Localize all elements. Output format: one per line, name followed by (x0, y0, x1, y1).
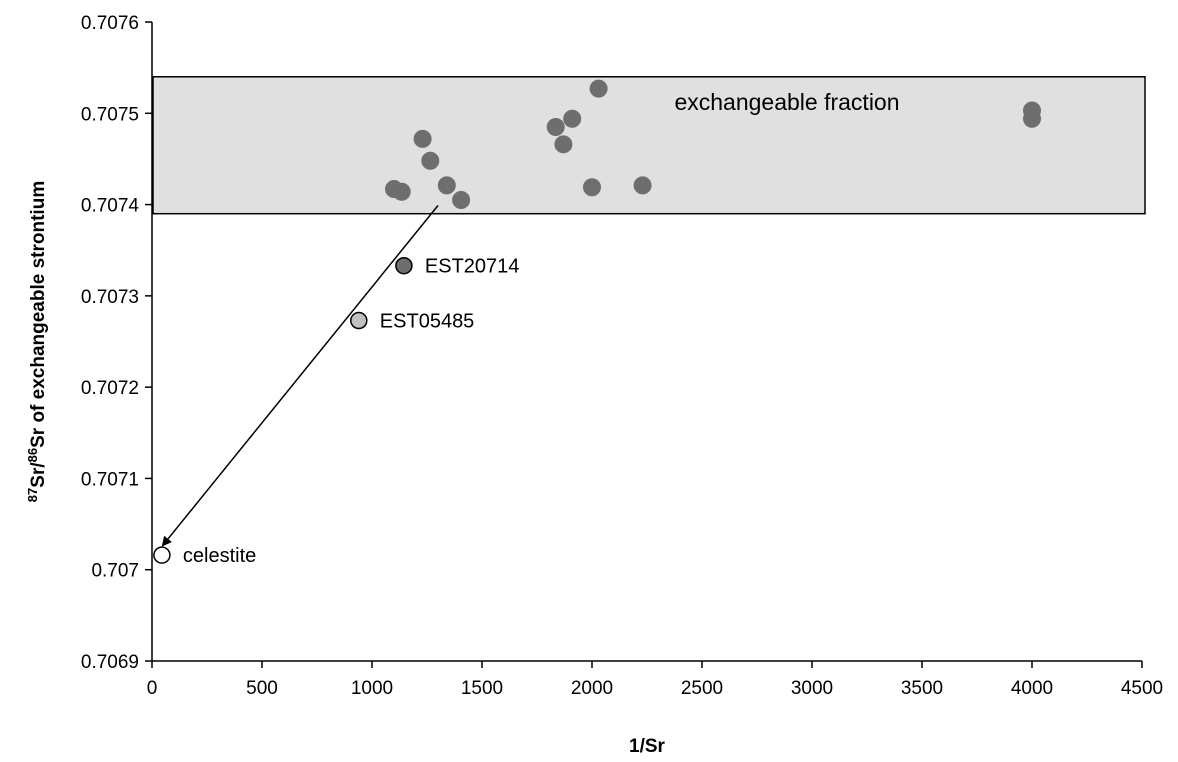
x-tick-label: 1000 (351, 678, 393, 699)
y-axis-title-part1: Sr/ (28, 462, 49, 488)
data-point (437, 176, 456, 195)
x-tick-label: 500 (246, 678, 278, 699)
y-axis-title-part2: Sr of exchangeable strontium (28, 181, 49, 448)
data-point (392, 182, 411, 201)
y-tick-label: 0.707 (91, 561, 139, 582)
y-tick-label: 0.7074 (81, 196, 140, 217)
y-tick-label: 0.7075 (81, 104, 139, 125)
y-tick-label: 0.7076 (81, 13, 139, 34)
point-label-celestite: celestite (183, 545, 256, 567)
data-point (452, 191, 471, 210)
x-tick-label: 4000 (1011, 678, 1053, 699)
data-point (546, 117, 565, 136)
y-tick-label: 0.7071 (81, 469, 139, 490)
y-axis-title-sup2: 86 (25, 448, 40, 462)
x-tick-label: 3000 (791, 678, 833, 699)
y-axis-title-sup1: 87 (25, 488, 40, 502)
exchangeable-fraction-label: exchangeable fraction (674, 89, 899, 115)
data-point (413, 129, 432, 148)
data-point (563, 109, 582, 128)
y-tick-label: 0.7072 (81, 378, 139, 399)
data-point (583, 178, 601, 197)
point-label-est05485: EST05485 (380, 311, 475, 333)
data-point (589, 79, 608, 98)
x-tick-label: 1500 (461, 678, 503, 699)
labeled-point-celestite (153, 546, 171, 564)
data-point (554, 135, 573, 154)
x-tick-label: 2000 (571, 678, 613, 699)
mixing-arrow (161, 205, 439, 547)
x-tick-label: 3500 (901, 678, 943, 699)
x-tick-label: 0 (147, 678, 158, 699)
data-point (1023, 109, 1041, 128)
exchangeable-fraction-band (152, 76, 1146, 215)
labeled-point-est20714 (395, 256, 413, 275)
data-point (421, 151, 440, 170)
data-point (633, 176, 652, 195)
y-tick-label: 0.7069 (81, 652, 139, 673)
x-tick-label: 4500 (1121, 678, 1163, 699)
x-axis-title: 1/Sr (629, 736, 666, 757)
y-tick-label: 0.7073 (81, 287, 139, 308)
x-tick-label: 2500 (681, 678, 723, 699)
y-axis-title: 87Sr/86Sr of exchangeable strontium (25, 181, 49, 502)
point-label-est20714: EST20714 (425, 256, 520, 278)
labeled-point-est05485 (350, 311, 368, 330)
